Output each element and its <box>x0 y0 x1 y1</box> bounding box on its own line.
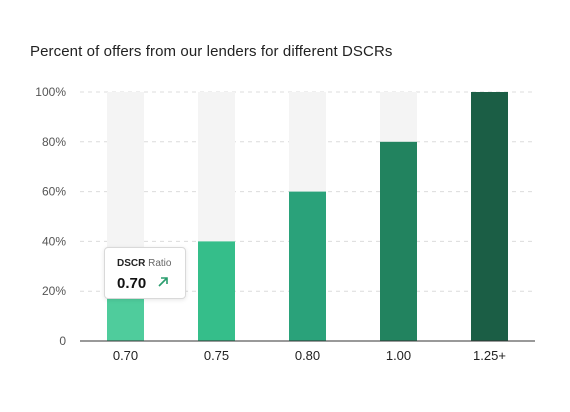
tooltip-value: 0.70 <box>117 275 147 292</box>
y-tick-label: 80% <box>42 135 66 149</box>
y-tick-label: 60% <box>42 185 66 199</box>
bar <box>471 92 508 341</box>
y-tick-label: 0 <box>59 334 66 348</box>
y-tick-label: 40% <box>42 234 66 248</box>
x-tick-label: 0.70 <box>113 348 138 363</box>
tooltip-label: DSCR Ratio <box>117 258 172 269</box>
x-tick-label: 1.00 <box>386 348 411 363</box>
bar <box>380 141 417 341</box>
dscr-tooltip: DSCR Ratio 0.70 <box>104 247 186 299</box>
y-tick-label: 20% <box>42 284 66 298</box>
x-tick-label: 0.75 <box>204 348 229 363</box>
bar <box>289 191 326 341</box>
x-tick-label: 1.25+ <box>473 348 506 363</box>
bar <box>107 291 144 341</box>
chart-title: Percent of offers from our lenders for d… <box>30 43 393 60</box>
x-tick-label: 0.80 <box>295 348 320 363</box>
bar <box>198 241 235 341</box>
arrow-up-right-icon <box>158 277 168 287</box>
y-tick-label: 100% <box>35 85 66 99</box>
